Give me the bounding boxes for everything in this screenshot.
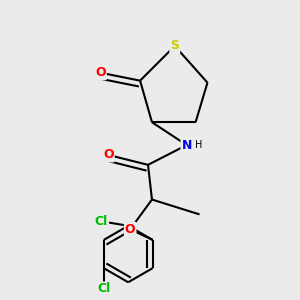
Text: S: S [170,40,179,52]
Text: O: O [95,66,106,79]
Text: Cl: Cl [97,283,110,296]
Text: N: N [182,139,192,152]
Text: O: O [125,223,136,236]
Text: O: O [103,148,114,161]
Text: H: H [195,140,202,150]
Text: Cl: Cl [95,215,108,228]
